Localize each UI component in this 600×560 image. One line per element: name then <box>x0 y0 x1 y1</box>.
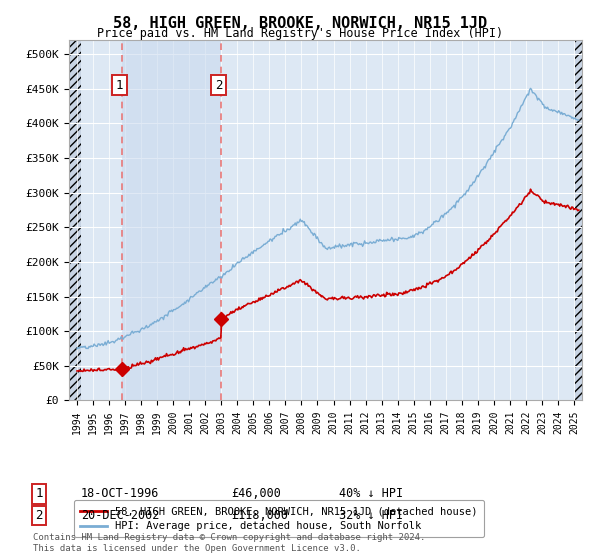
Text: 40% ↓ HPI: 40% ↓ HPI <box>339 487 403 501</box>
Text: 58, HIGH GREEN, BROOKE, NORWICH, NR15 1JD: 58, HIGH GREEN, BROOKE, NORWICH, NR15 1J… <box>113 16 487 31</box>
Text: 20-DEC-2002: 20-DEC-2002 <box>81 508 160 522</box>
Legend: 58, HIGH GREEN, BROOKE, NORWICH, NR15 1JD (detached house), HPI: Average price, : 58, HIGH GREEN, BROOKE, NORWICH, NR15 1J… <box>74 500 484 538</box>
Text: 2: 2 <box>35 508 43 522</box>
Text: Price paid vs. HM Land Registry's House Price Index (HPI): Price paid vs. HM Land Registry's House … <box>97 27 503 40</box>
Text: 32% ↓ HPI: 32% ↓ HPI <box>339 508 403 522</box>
Text: £118,000: £118,000 <box>231 508 288 522</box>
Text: 1: 1 <box>35 487 43 501</box>
Text: £46,000: £46,000 <box>231 487 281 501</box>
Bar <box>69 40 81 400</box>
Text: 1: 1 <box>116 79 123 92</box>
Text: 18-OCT-1996: 18-OCT-1996 <box>81 487 160 501</box>
Text: 2: 2 <box>215 79 222 92</box>
Bar <box>575 40 582 400</box>
Bar <box>122 40 221 400</box>
Text: Contains HM Land Registry data © Crown copyright and database right 2024.
This d: Contains HM Land Registry data © Crown c… <box>33 534 425 553</box>
